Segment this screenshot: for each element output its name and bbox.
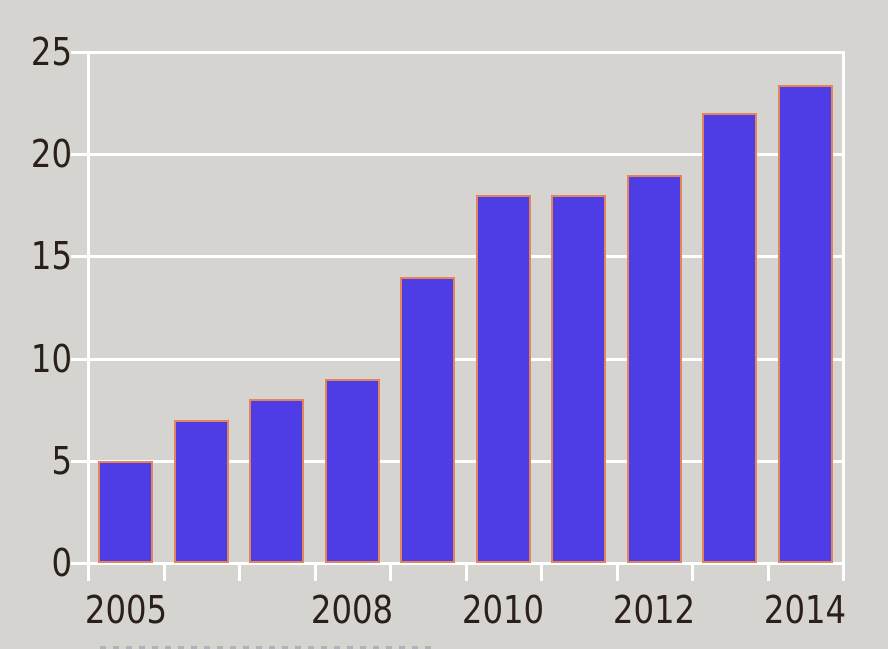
x-tick-label: 2012 [613, 588, 696, 632]
y-gridline-15 [87, 255, 844, 259]
y-tick-label: 5 [51, 438, 72, 483]
bar-2010 [475, 195, 531, 563]
x-tick [389, 563, 392, 581]
bar-2007 [249, 399, 305, 563]
x-tick [615, 563, 619, 581]
y-tick [71, 255, 87, 259]
bar-2009 [400, 276, 456, 563]
x-tick [842, 563, 845, 581]
x-tick-label: 2008 [311, 588, 394, 632]
y-axis-line [87, 51, 90, 564]
bar-2006 [173, 419, 229, 563]
x-tick [87, 563, 90, 581]
x-tick-label: 2010 [462, 588, 545, 632]
x-tick-label: 2005 [84, 588, 167, 632]
y-gridline-20 [87, 153, 844, 157]
y-gridline-10 [87, 357, 844, 361]
bar-2014 [777, 84, 833, 563]
bar-2008 [324, 379, 380, 563]
y-gridline-25 [87, 51, 844, 54]
clipped-caption-remnant [100, 646, 432, 649]
y-tick [71, 153, 87, 157]
x-tick [313, 563, 317, 581]
x-tick [464, 563, 468, 581]
x-tick [540, 563, 543, 581]
plot-area [71, 51, 845, 581]
y-tick-label: 0 [51, 541, 72, 585]
y-tick-label: 15 [30, 234, 72, 279]
bar-2012 [626, 174, 682, 563]
x-tick [162, 563, 166, 581]
y-tick [71, 459, 87, 463]
y-tick-label: 25 [30, 30, 72, 74]
bar-2005 [98, 460, 154, 563]
bar-2011 [551, 195, 607, 563]
x-tick [238, 563, 241, 581]
y-tick [71, 562, 87, 565]
y-tick-label: 20 [30, 132, 72, 177]
y-tick [71, 51, 87, 54]
x-tick-label: 2014 [764, 588, 847, 632]
x-tick [691, 563, 694, 581]
plot-right-border [842, 51, 845, 564]
y-gridline-5 [87, 459, 844, 463]
x-tick [766, 563, 770, 581]
bar-2013 [702, 113, 758, 563]
y-tick [71, 357, 87, 361]
y-tick-label: 10 [30, 336, 72, 381]
